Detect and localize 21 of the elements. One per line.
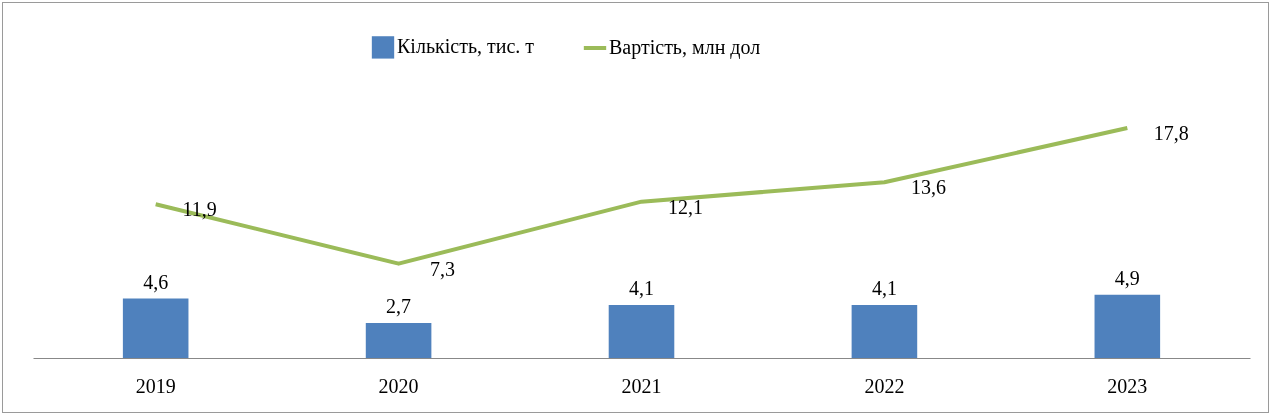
data-label: 4,6 (143, 270, 169, 293)
data-label: 13,6 (910, 176, 946, 199)
bar (1094, 294, 1161, 358)
data-label: 17,8 (1153, 122, 1189, 144)
data-label: 4,1 (629, 277, 654, 300)
x-tick-label: 2022 (864, 374, 905, 397)
x-tick-label: 2021 (621, 374, 662, 397)
data-label: 7,3 (430, 257, 456, 280)
x-tick-label: 2023 (1107, 374, 1148, 397)
legend-label: Кількість, тис. т (397, 35, 535, 58)
bar (365, 323, 432, 358)
x-tick-label: 2019 (135, 374, 176, 397)
legend-label: Вартість, млн дол (609, 36, 761, 59)
x-tick-label: 2020 (378, 374, 419, 397)
bar (122, 298, 189, 358)
data-label: 12,1 (668, 195, 703, 218)
data-label: 4,1 (871, 277, 897, 300)
data-label: 2,7 (386, 295, 412, 318)
bar (851, 305, 918, 358)
bar (608, 305, 675, 358)
data-label: 4,9 (1114, 266, 1140, 289)
